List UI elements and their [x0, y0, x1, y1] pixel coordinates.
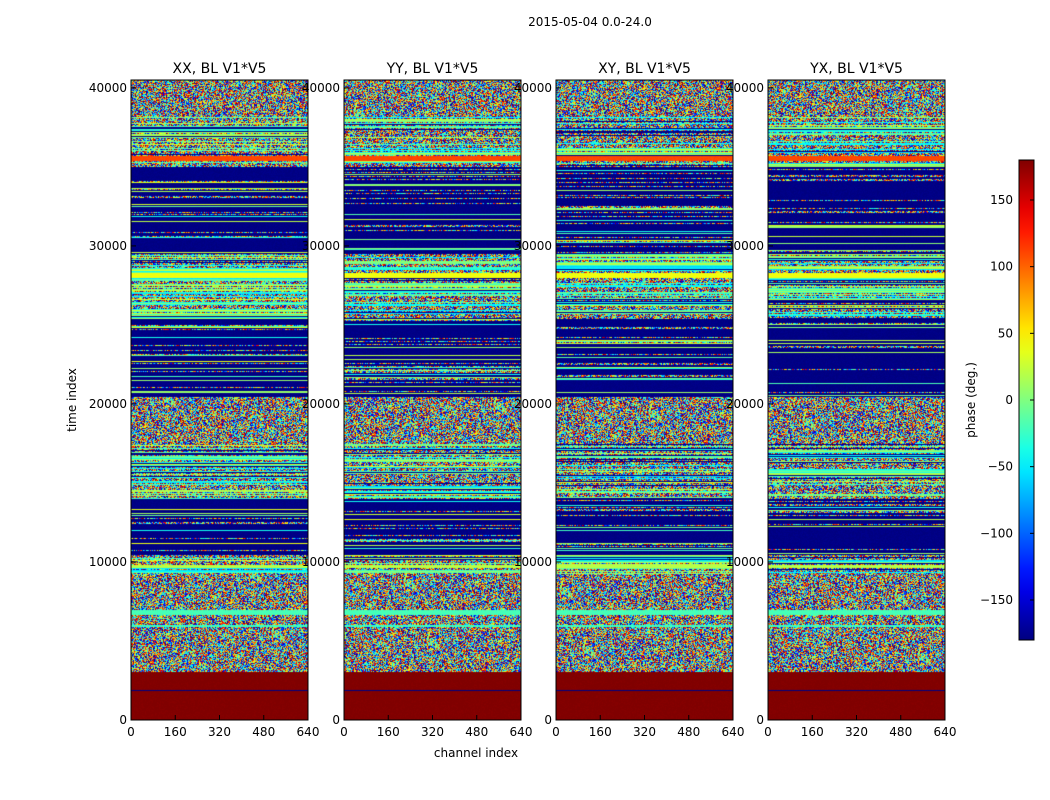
x-tick-label: 640 — [934, 725, 957, 739]
x-tick-label: 320 — [208, 725, 231, 739]
y-tick-label: 40000 — [89, 81, 127, 95]
x-tick-label: 160 — [164, 725, 187, 739]
y-tick-label: 30000 — [302, 239, 340, 253]
colorbar-tick-label: 50 — [998, 326, 1013, 340]
panel-1: XX, BL V1*V5 0 160 320 480 640 0 10000 20000 3000… — [89, 61, 320, 739]
x-tick-label: 0 — [127, 725, 135, 739]
panel-2: YY, BL V1*V5 0 160 320 480 640 0 10000 20000 3000… — [302, 61, 533, 739]
y-tick-label: 0 — [119, 713, 127, 727]
y-tick-label: 40000 — [514, 81, 552, 95]
y-tick-label: 20000 — [514, 397, 552, 411]
colorbar-label: phase (deg.) — [964, 362, 978, 438]
y-tick-label: 10000 — [302, 555, 340, 569]
x-tick-label: 160 — [801, 725, 824, 739]
y-tick-label: 0 — [756, 713, 764, 727]
colorbar-tick-label: 0 — [1005, 393, 1013, 407]
x-tick-label: 320 — [421, 725, 444, 739]
x-tick-label: 640 — [722, 725, 745, 739]
x-tick-label: 320 — [845, 725, 868, 739]
panel-title: XX, BL V1*V5 — [173, 61, 267, 77]
y-tick-label: 40000 — [302, 81, 340, 95]
heatmap-image — [556, 80, 733, 720]
y-tick-label: 20000 — [726, 397, 764, 411]
colorbar-tick-label: −50 — [988, 460, 1013, 474]
x-tick-label: 160 — [377, 725, 400, 739]
x-tick-label: 480 — [465, 725, 488, 739]
panel-4: YX, BL V1*V5 0 160 320 480 640 0 10000 20000 3000… — [726, 61, 957, 739]
heatmap-image — [768, 80, 945, 720]
x-tick-label: 320 — [633, 725, 656, 739]
y-tick-label: 40000 — [726, 81, 764, 95]
colorbar-tick-label: 100 — [990, 260, 1013, 274]
x-tick-label: 480 — [677, 725, 700, 739]
y-tick-label: 10000 — [514, 555, 552, 569]
y-axis-label: time index — [65, 368, 79, 432]
heatmap-image — [131, 80, 308, 720]
y-tick-label: 30000 — [726, 239, 764, 253]
y-tick-label: 30000 — [89, 239, 127, 253]
x-tick-label: 640 — [510, 725, 533, 739]
colorbar: 150 100 50 0 −50 −100 −150 — [980, 159, 1035, 641]
x-tick-label: 0 — [340, 725, 348, 739]
x-tick-label: 160 — [589, 725, 612, 739]
x-tick-label: 480 — [889, 725, 912, 739]
x-tick-label: 480 — [252, 725, 275, 739]
x-tick-label: 0 — [764, 725, 772, 739]
y-tick-label: 0 — [544, 713, 552, 727]
y-tick-label: 20000 — [302, 397, 340, 411]
panel-title: XY, BL V1*V5 — [598, 61, 691, 77]
y-tick-label: 0 — [332, 713, 340, 727]
colorbar-tick-label: −150 — [980, 593, 1013, 607]
colorbar-tick-label: −100 — [980, 526, 1013, 540]
panel-3: XY, BL V1*V5 0 160 320 480 640 0 10000 20000 3000… — [514, 61, 745, 739]
heatmap-image — [344, 80, 521, 720]
panel-title: YY, BL V1*V5 — [386, 61, 479, 77]
y-tick-label: 10000 — [726, 555, 764, 569]
x-axis-label: channel index — [434, 746, 518, 760]
y-tick-label: 30000 — [514, 239, 552, 253]
panels: XX, BL V1*V5 0 160 320 480 640 0 10000 20000 3000… — [89, 61, 957, 739]
figure-suptitle: 2015-05-04 0.0-24.0 — [528, 15, 652, 29]
panel-title: YX, BL V1*V5 — [809, 61, 903, 77]
y-tick-label: 20000 — [89, 397, 127, 411]
x-tick-label: 0 — [552, 725, 560, 739]
colorbar-tick-label: 150 — [990, 193, 1013, 207]
y-tick-label: 10000 — [89, 555, 127, 569]
x-tick-label: 640 — [297, 725, 320, 739]
